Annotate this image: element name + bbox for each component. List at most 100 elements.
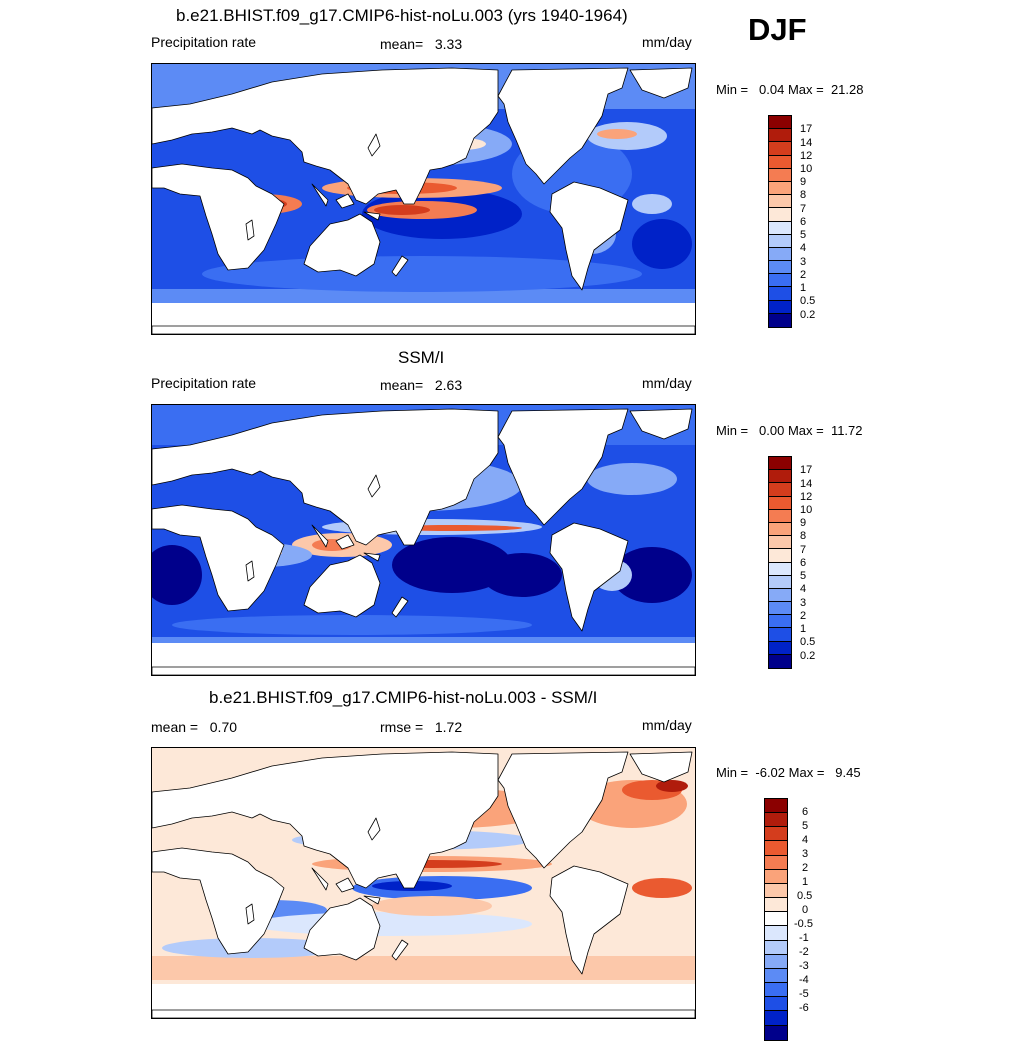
panel3-max-label: Max =	[788, 765, 825, 780]
colorbar-swatch	[765, 869, 787, 884]
colorbar-swatch	[769, 181, 791, 196]
season-label: DJF	[748, 12, 807, 47]
panel1-level-label: 10	[800, 163, 813, 175]
colorbar-swatch	[765, 898, 787, 913]
panel1-level-label: 14	[800, 137, 813, 149]
panel2-level-label: 0.2	[800, 650, 816, 662]
colorbar-swatch	[765, 968, 787, 984]
panel1-level-label: 0.2	[800, 309, 816, 321]
colorbar-swatch	[765, 841, 787, 856]
panel2-level-label: 6	[800, 557, 807, 569]
colorbar-swatch	[765, 940, 787, 955]
colorbar-swatch	[769, 575, 791, 589]
colorbar-swatch	[769, 536, 791, 550]
colorbar-swatch	[769, 641, 791, 655]
colorbar-swatch	[769, 274, 791, 288]
panel2-level-label: 1	[800, 623, 807, 635]
colorbar-swatch	[765, 813, 787, 828]
colorbar-swatch	[769, 247, 791, 262]
panel1-level-label: 7	[800, 203, 807, 215]
colorbar-swatch	[769, 155, 791, 169]
colorbar-swatch	[765, 997, 787, 1012]
panel3-units: mm/day	[642, 717, 692, 733]
panel3-mean: mean = 0.70	[151, 719, 237, 735]
panel2-level-label: 3	[800, 597, 807, 609]
panel1-level-label: 17	[800, 123, 813, 135]
colorbar-swatch	[769, 602, 791, 616]
panel3-rmse: rmse = 1.72	[380, 719, 462, 735]
panel1-min-label: Min =	[716, 82, 749, 97]
panel2-mean-label: mean=	[380, 377, 424, 393]
panel3-rmse-value: 1.72	[434, 719, 463, 735]
panel2-level-label: 4	[800, 583, 807, 595]
panel3-map	[151, 747, 696, 1019]
panel1-level-label: 9	[800, 176, 807, 188]
panel2-colorbar	[768, 456, 792, 669]
panel2-level-label: 10	[800, 504, 813, 516]
panel2-mean-value: 2.63	[434, 377, 463, 393]
colorbar-swatch	[769, 129, 791, 143]
colorbar-swatch	[769, 168, 791, 182]
colorbar-swatch	[765, 827, 787, 842]
panel3-min-label: Min =	[716, 765, 749, 780]
panel1-level-label: 0.5	[800, 295, 816, 307]
panel1-title: b.e21.BHIST.f09_g17.CMIP6-hist-noLu.003 …	[176, 6, 628, 25]
panel3-level-label: 4	[802, 834, 809, 846]
panel2-left-string: Precipitation rate	[151, 375, 257, 391]
panel2-level-label: 7	[800, 544, 807, 556]
colorbar-swatch	[765, 883, 787, 899]
panel2-map	[151, 404, 696, 676]
panel1-mean-value: 3.33	[434, 36, 463, 52]
panel2-title: SSM/I	[398, 348, 445, 367]
panel2-level-label: 14	[800, 478, 813, 490]
panel2-level-label: 5	[800, 570, 807, 582]
colorbar-swatch	[769, 496, 791, 510]
panel1-level-label: 3	[800, 256, 807, 268]
panel2-level-label: 12	[800, 491, 813, 503]
panel3-minmax: Min = -6.02 Max = 9.45	[716, 765, 861, 780]
colorbar-swatch	[769, 142, 791, 156]
panel2-level-label: 2	[800, 610, 807, 622]
colorbar-swatch	[769, 549, 791, 563]
panel1-level-label: 1	[800, 282, 807, 294]
panel2-min-value: 0.00	[759, 423, 785, 438]
colorbar-swatch	[769, 208, 791, 222]
colorbar-swatch	[769, 300, 791, 314]
panel1-max-value: 21.28	[830, 82, 864, 97]
panel3-max-value: 9.45	[835, 765, 861, 780]
panel3-title: b.e21.BHIST.f09_g17.CMIP6-hist-noLu.003 …	[209, 688, 598, 707]
panel3-level-label: -1	[799, 932, 809, 944]
panel2-min-label: Min =	[716, 423, 749, 438]
panel2-level-label: 8	[800, 530, 807, 542]
panel1-level-label: 6	[800, 216, 807, 228]
panel3-level-label: 0	[802, 904, 809, 916]
colorbar-swatch	[769, 562, 791, 576]
panel1-mean-label: mean=	[380, 36, 424, 52]
colorbar-swatch	[769, 221, 791, 235]
colorbar-swatch	[765, 926, 787, 941]
panel3-level-label: 1	[802, 876, 809, 888]
panel1-colorbar	[768, 115, 792, 328]
panel1-level-label: 4	[800, 242, 807, 254]
panel1-map	[151, 63, 696, 335]
colorbar-swatch	[769, 509, 791, 523]
colorbar-swatch	[769, 313, 791, 327]
panel2-level-label: 17	[800, 464, 813, 476]
colorbar-swatch	[769, 654, 791, 668]
panel1-left-string: Precipitation rate	[151, 34, 257, 50]
panel1-minmax: Min = 0.04 Max = 21.28	[716, 82, 863, 97]
colorbar-swatch	[769, 287, 791, 301]
colorbar-swatch	[769, 588, 791, 603]
colorbar-swatch	[769, 470, 791, 484]
panel1-level-label: 12	[800, 150, 813, 162]
panel1-level-label: 5	[800, 229, 807, 241]
panel3-level-label: 6	[802, 806, 809, 818]
panel3-level-label: -6	[799, 1002, 809, 1014]
panel3-min-value: -6.02	[755, 765, 786, 780]
colorbar-swatch	[765, 912, 787, 927]
panel3-level-label: 3	[802, 848, 809, 860]
colorbar-swatch	[765, 1011, 787, 1026]
colorbar-swatch	[769, 457, 791, 471]
panel3-level-label: -2	[799, 946, 809, 958]
panel2-max-label: Max =	[787, 423, 824, 438]
